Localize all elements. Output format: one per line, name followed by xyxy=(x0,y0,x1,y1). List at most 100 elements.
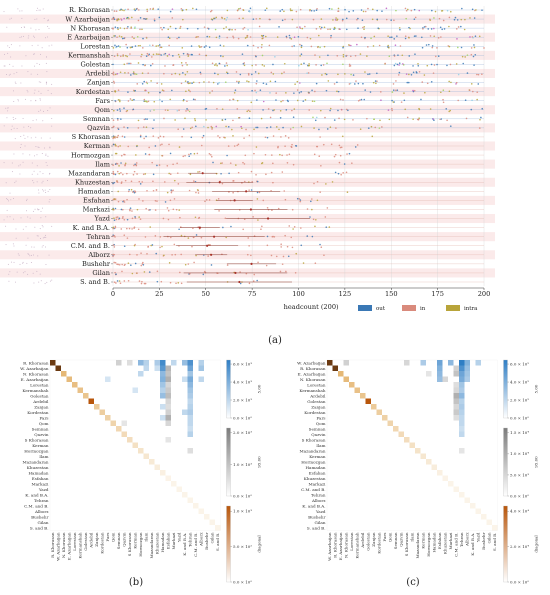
data-point xyxy=(223,17,226,20)
data-point xyxy=(430,28,433,30)
colorbar-label-5-00: 5.00 xyxy=(534,384,539,393)
data-point xyxy=(232,37,235,39)
margin-dot xyxy=(4,53,6,55)
data-point xyxy=(203,81,205,83)
data-point xyxy=(166,207,169,209)
data-point xyxy=(188,89,190,91)
margin-dot xyxy=(34,18,36,20)
diagonal-cell xyxy=(327,360,333,366)
data-point xyxy=(367,7,369,10)
row-tick-s-and-b: S. and B. xyxy=(307,525,326,530)
data-point xyxy=(243,163,246,165)
data-point xyxy=(300,125,303,128)
data-point xyxy=(206,35,209,38)
margin-dot xyxy=(44,189,46,191)
data-point xyxy=(449,10,452,13)
data-point xyxy=(293,108,296,110)
data-point xyxy=(370,37,372,40)
data-point xyxy=(473,64,475,66)
data-point xyxy=(160,54,162,56)
data-point xyxy=(241,53,244,55)
data-point xyxy=(314,54,316,56)
data-point xyxy=(116,180,118,183)
margin-dot xyxy=(47,19,49,21)
col-tick-n-khorasan: N. Khorasan xyxy=(61,532,66,558)
data-point xyxy=(157,137,160,139)
data-point xyxy=(261,35,264,38)
data-point xyxy=(256,279,258,282)
data-point xyxy=(446,64,448,67)
margin-dot xyxy=(22,228,24,230)
data-point xyxy=(145,81,148,84)
data-point xyxy=(290,236,293,239)
data-point xyxy=(316,8,318,10)
y-tick-ardebil: Ardebil xyxy=(85,70,110,78)
data-point xyxy=(268,44,271,47)
offdiag-cell xyxy=(475,360,481,366)
colorbar-label-5-00: 5.00 xyxy=(257,384,262,393)
data-point xyxy=(114,163,117,165)
offdiag-cell xyxy=(442,376,448,382)
data-point xyxy=(218,210,220,212)
data-point xyxy=(243,64,246,67)
data-point xyxy=(320,165,322,167)
data-point xyxy=(187,263,190,265)
data-point xyxy=(189,82,191,84)
data-point xyxy=(380,99,382,101)
row-tick-lorestan: Lorestan xyxy=(307,382,326,387)
data-point xyxy=(379,91,382,93)
data-point xyxy=(465,117,468,120)
data-point xyxy=(187,82,190,85)
data-point xyxy=(136,173,138,175)
data-point xyxy=(116,136,119,139)
margin-dot xyxy=(15,118,17,120)
data-point xyxy=(371,18,374,21)
margin-dot xyxy=(38,189,40,191)
data-point xyxy=(306,36,309,39)
data-point xyxy=(145,207,147,210)
data-point xyxy=(239,271,241,273)
data-point xyxy=(318,25,321,28)
data-point xyxy=(129,53,131,55)
margin-dot xyxy=(27,216,29,218)
data-point xyxy=(327,54,329,57)
data-point xyxy=(429,19,432,21)
data-point xyxy=(193,152,196,155)
data-point xyxy=(154,145,157,147)
margin-dot xyxy=(6,216,8,218)
data-point xyxy=(147,54,150,57)
margin-dot xyxy=(46,281,48,283)
data-point xyxy=(342,55,345,58)
data-point xyxy=(401,54,404,57)
data-point xyxy=(225,19,228,21)
data-point xyxy=(325,183,327,185)
margin-dot xyxy=(35,136,37,138)
data-point xyxy=(224,118,227,121)
data-point xyxy=(214,72,216,75)
data-point xyxy=(336,55,339,57)
data-point xyxy=(438,17,441,20)
data-point xyxy=(362,26,364,29)
data-point xyxy=(425,44,428,46)
data-point xyxy=(354,54,357,57)
data-point xyxy=(464,18,466,21)
data-point xyxy=(293,226,296,228)
data-point xyxy=(337,7,340,10)
diagonal-cell xyxy=(209,519,215,525)
data-point xyxy=(240,125,242,128)
data-point xyxy=(262,109,264,111)
data-point xyxy=(448,110,450,113)
data-point xyxy=(162,90,165,92)
col-tick-n-khorasan: N. Khorasan xyxy=(343,532,348,558)
offdiag-cell xyxy=(143,365,149,371)
data-point xyxy=(130,74,132,76)
data-point xyxy=(248,282,251,285)
data-point xyxy=(371,8,374,11)
margin-dot xyxy=(40,137,42,139)
row-tick-k-and-b-a: K. and B.A. xyxy=(302,503,325,508)
data-point xyxy=(115,45,118,48)
margin-dot xyxy=(49,199,51,201)
data-point xyxy=(113,136,115,138)
data-point xyxy=(363,28,365,31)
data-point xyxy=(179,27,181,29)
